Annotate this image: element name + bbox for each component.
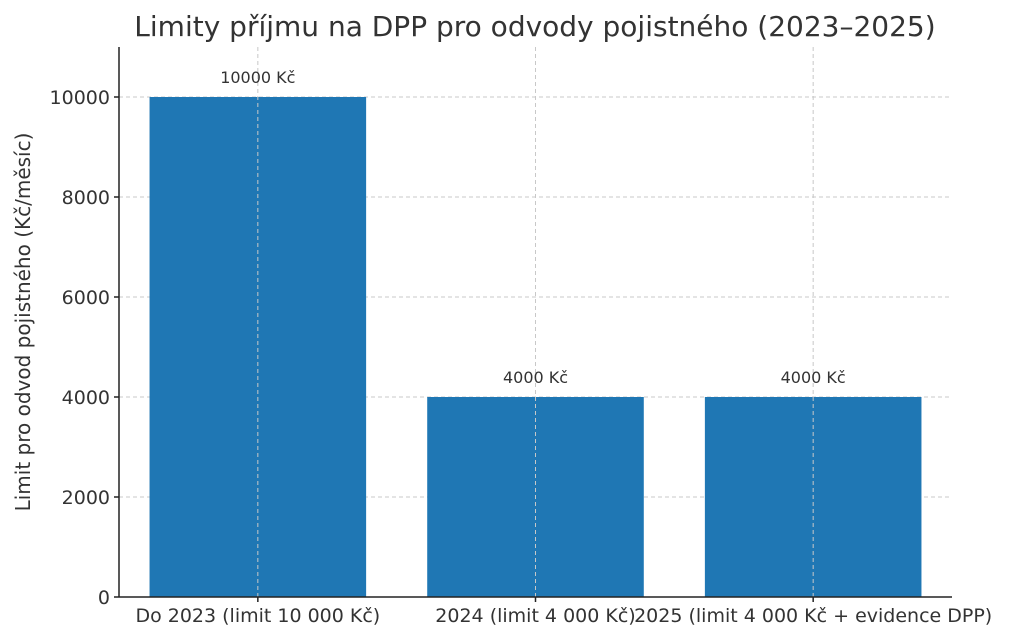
y-tick-label: 10000	[50, 87, 110, 109]
y-tick-label: 6000	[62, 287, 110, 309]
x-tick-label: 2024 (limit 4 000 Kč)	[435, 605, 635, 627]
y-tick-label: 0	[98, 587, 110, 609]
x-tick-label: 2025 (limit 4 000 Kč + evidence DPP)	[634, 605, 992, 627]
labels: 0 2000 4000 6000 8000 10000 10000 Kč Do 2023 (l…	[50, 68, 993, 627]
y-tick-label: 4000	[62, 387, 110, 409]
bar-value-label: 4000 Kč	[781, 368, 846, 387]
axes	[114, 47, 952, 602]
vertical-gridlines	[257, 47, 814, 597]
bar-value-label: 4000 Kč	[503, 368, 568, 387]
bar-value-label: 10000 Kč	[220, 68, 295, 87]
chart-title: Limity příjmu na DPP pro odvody pojistné…	[134, 10, 935, 43]
y-tick-label: 2000	[62, 487, 110, 509]
y-axis-label: Limit pro odvod pojistného (Kč/měsíc)	[11, 133, 35, 512]
x-tick-label: Do 2023 (limit 10 000 Kč)	[135, 605, 380, 627]
y-tick-label: 8000	[62, 187, 110, 209]
bars	[149, 97, 922, 597]
bar	[149, 97, 367, 597]
